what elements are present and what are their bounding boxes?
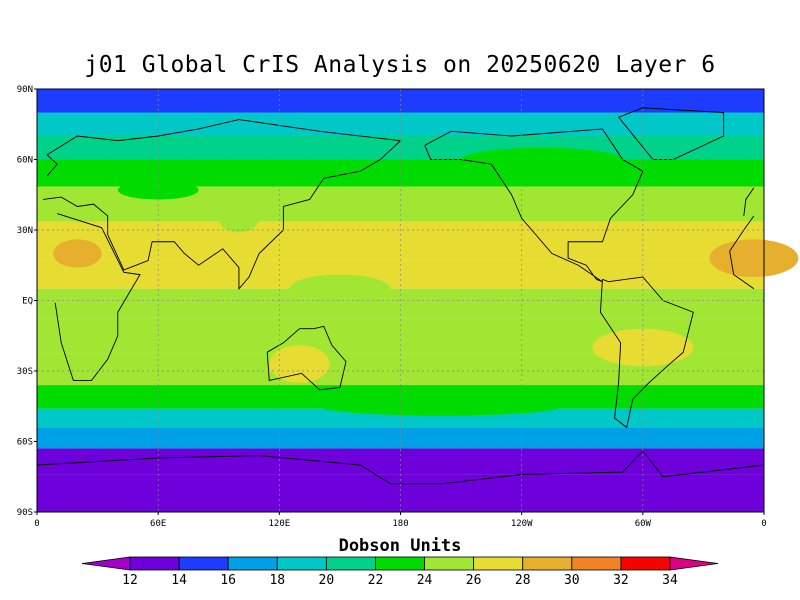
colorbar-tick-label: 16 [220,573,236,588]
colorbar-tick-label: 34 [662,573,678,588]
ozone-region [218,204,260,233]
longitude-label: 0 [761,519,766,529]
colorbar-swatch [325,556,376,571]
colorbar-tick-label: 26 [466,573,482,588]
longitude-label: 60W [635,519,652,529]
longitude-label: 60E [150,519,166,529]
latitude-label: 30S [17,367,33,377]
colorbar-swatch [178,556,229,571]
colorbar-tick-label: 22 [368,573,384,588]
colorbar-tick-label: 28 [515,573,531,588]
ozone-region [709,239,799,277]
ozone-band [37,427,764,449]
longitude-labels: 0 60E 120E 180 120W 60W 0 [34,512,767,529]
colorbar [81,556,719,571]
longitude-label: 120E [268,519,290,529]
coastline [36,450,765,485]
ozone-region [461,147,623,172]
colorbar-tick-label: 30 [564,573,580,588]
colorbar-labels: 12 14 16 18 20 22 24 26 28 30 32 34 [122,573,678,588]
map-title: j01 Global CrIS Analysis on 20250620 Lay… [84,52,716,78]
ozone-band [37,385,764,409]
colorbar-tick-label: 20 [319,573,335,588]
colorbar-swatch [522,556,573,571]
colorbar-swatch [276,556,327,571]
colorbar-swatch [129,556,180,571]
ozone-region [289,274,391,303]
coastline [599,276,694,429]
longitude-label: 0 [34,519,39,529]
longitude-label: 180 [392,519,408,529]
coastline [43,119,755,290]
colorbar-swatch [620,556,671,571]
latitude-label: 90S [17,508,33,518]
colorbar-tick-label: 18 [269,573,285,588]
ozone-band [37,408,764,428]
colorbar-tick-label: 12 [122,573,138,588]
colorbar-swatch [227,556,278,571]
colorbar-swatch [473,556,524,571]
latitude-labels: 90N 60N 30N EQ 30S 60S 90S [17,85,37,518]
colorbar-tick-label: 32 [613,573,629,588]
colorbar-swatch [571,556,622,571]
colorbar-high-arrow [669,556,719,571]
latitude-label: 90N [17,85,33,95]
coastline [266,325,347,391]
longitude-label: 120W [511,519,533,529]
colorbar-low-arrow [81,556,131,571]
colorbar-tick-label: 14 [171,573,187,588]
latitude-label: 30N [17,226,33,236]
colorbar-label: Dobson Units [338,536,462,556]
ozone-region [390,225,573,259]
latitude-label: EQ [22,297,33,307]
latitude-label: 60N [17,156,33,166]
coastline [424,128,644,283]
latitude-label: 60S [17,438,33,448]
colorbar-swatch [375,556,425,571]
colorbar-tick-label: 24 [417,573,433,588]
ozone-region [319,396,563,416]
ozone-region [269,345,330,383]
colorbar-swatch [424,556,475,571]
ozone-region [53,239,102,268]
ozone-band [37,288,764,319]
grid-lines [37,89,764,512]
